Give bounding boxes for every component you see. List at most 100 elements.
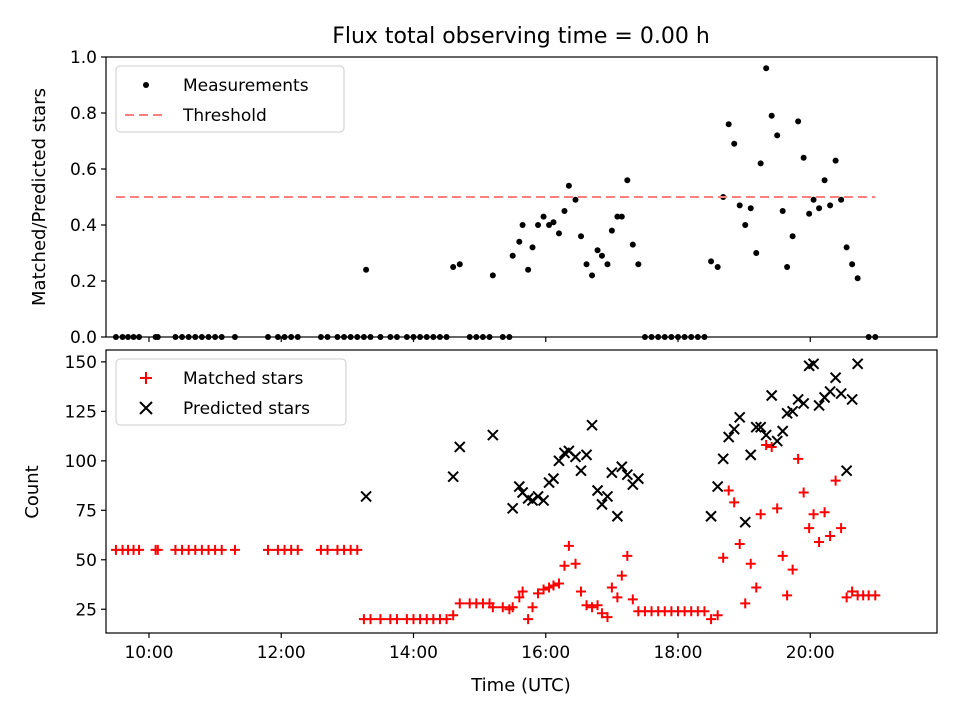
measurement-point — [816, 205, 823, 212]
measurement-point — [731, 140, 738, 147]
predicted-star-point — [835, 387, 847, 400]
legend-dot-swatch — [143, 82, 149, 88]
legend: Measurements Threshold — [115, 65, 345, 133]
measurement-point — [112, 334, 119, 340]
y-tick-label: 0.2 — [70, 272, 97, 292]
y-tick-label: 50 — [75, 551, 97, 571]
predicted-star-point — [575, 465, 587, 477]
matched-star-point — [152, 544, 163, 555]
measurement-point — [635, 261, 642, 268]
measurement-point — [763, 65, 770, 72]
measurement-point — [473, 334, 480, 340]
predicted-star-point — [513, 480, 526, 493]
matched-star-point — [777, 550, 788, 561]
measurement-point — [832, 157, 839, 164]
matched-star-point — [592, 600, 603, 611]
predicted-star-point — [601, 490, 614, 503]
matched-star-point — [745, 558, 756, 569]
chart-title: Flux total observing time = 0.00 h — [332, 24, 710, 49]
matched-star-point — [755, 509, 766, 520]
predicted-star-point — [454, 441, 466, 453]
matched-star-point — [723, 485, 734, 496]
matched-star-point — [563, 540, 574, 551]
y-tick-label: 150 — [65, 353, 97, 373]
measurement-point — [516, 238, 523, 245]
measurement-point — [393, 334, 400, 340]
predicted-star-point — [526, 494, 539, 507]
measurement-point — [341, 334, 348, 340]
measurement-point — [668, 334, 675, 340]
measurement-point — [572, 196, 579, 203]
predicted-star-point — [728, 423, 740, 435]
y-tick-label: 0.0 — [70, 328, 97, 348]
measurement-point — [192, 334, 199, 340]
predicted-star-point — [824, 385, 836, 398]
measurement-point — [179, 334, 186, 340]
matched-star-point — [729, 497, 740, 508]
measurement-point — [410, 334, 417, 340]
measurement-point — [757, 160, 764, 167]
predicted-star-point — [786, 405, 799, 418]
measurement-point — [608, 227, 615, 234]
y-tick-label: 75 — [75, 501, 97, 521]
measurement-point — [701, 334, 708, 340]
measurement-point — [130, 334, 137, 340]
measurement-point — [736, 202, 743, 209]
matched-star-point — [699, 606, 710, 617]
predicted-star-point — [537, 494, 550, 507]
measurement-point — [725, 121, 732, 128]
predicted-star-point — [829, 371, 842, 384]
measurement-point — [506, 334, 513, 340]
matched-star-point — [523, 614, 534, 625]
measurement-point — [486, 334, 493, 340]
matched-star-point — [606, 582, 617, 593]
matched-star-point — [375, 614, 386, 625]
measurement-point — [360, 334, 367, 340]
measurement-point — [456, 261, 463, 268]
measurement-point — [641, 334, 648, 340]
measurement-point — [218, 334, 225, 340]
predicted-star-point — [771, 435, 783, 447]
measurement-point — [821, 177, 828, 184]
y-tick-label: 125 — [65, 402, 97, 422]
measurement-point — [466, 334, 473, 340]
measurement-point — [479, 334, 486, 340]
bottom-panel: 25 50 75 100 125 150 10:00 12:00 14:00 16:00 18:00… — [65, 349, 938, 663]
measurement-point — [205, 334, 212, 340]
predicted-star-point — [807, 358, 820, 370]
matched-star-point — [798, 487, 809, 498]
predicted-star-point — [846, 393, 858, 406]
measurement-point — [694, 334, 701, 340]
matched-star-point — [761, 439, 772, 450]
measurement-point — [417, 334, 424, 340]
matched-star-point — [441, 614, 452, 625]
measurement-point — [614, 213, 621, 220]
measurement-point — [827, 202, 834, 209]
predicted-star-point — [632, 472, 645, 485]
measurement-point — [629, 241, 636, 248]
matched-star-point — [365, 614, 376, 625]
measurement-point — [589, 272, 596, 279]
matched-star-point — [548, 580, 559, 591]
matched-star-point — [487, 602, 498, 613]
matched-star-point — [544, 582, 555, 593]
predicted-star-point — [851, 358, 864, 370]
measurement-point — [550, 219, 557, 226]
predicted-star-point — [792, 393, 804, 406]
matched-star-point — [229, 544, 240, 555]
matched-star-point — [804, 523, 815, 534]
measurement-point — [800, 154, 807, 161]
measurement-point — [423, 334, 430, 340]
measurement-point — [714, 264, 721, 270]
predicted-star-point — [606, 466, 618, 479]
predicted-star-point — [717, 453, 729, 465]
matched-star-point — [533, 588, 544, 599]
predicted-star-point — [750, 421, 762, 433]
predicted-star-point — [760, 429, 772, 441]
matched-star-point — [847, 586, 858, 597]
measurement-point — [661, 334, 668, 340]
predicted-star-point — [711, 480, 724, 493]
measurement-point — [865, 334, 872, 340]
predicted-star-point — [580, 449, 593, 461]
